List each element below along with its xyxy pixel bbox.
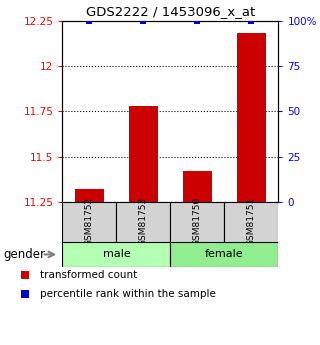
- Text: GSM81753: GSM81753: [139, 197, 148, 246]
- Text: female: female: [205, 249, 244, 259]
- Title: GDS2222 / 1453096_x_at: GDS2222 / 1453096_x_at: [86, 5, 255, 18]
- Bar: [62, 202, 116, 242]
- Text: percentile rank within the sample: percentile rank within the sample: [40, 289, 216, 299]
- Bar: [236, 33, 266, 202]
- Bar: [171, 241, 278, 267]
- Bar: [75, 189, 104, 202]
- Text: GSM81752: GSM81752: [85, 197, 94, 246]
- Bar: [171, 202, 224, 242]
- Text: transformed count: transformed count: [40, 270, 137, 280]
- Bar: [182, 171, 212, 202]
- Bar: [224, 202, 278, 242]
- Text: GSM81751: GSM81751: [247, 197, 256, 246]
- Bar: [62, 241, 171, 267]
- Text: male: male: [102, 249, 130, 259]
- Text: gender: gender: [3, 248, 45, 261]
- Bar: [116, 202, 171, 242]
- Text: GSM81750: GSM81750: [193, 197, 202, 246]
- Bar: [129, 106, 158, 202]
